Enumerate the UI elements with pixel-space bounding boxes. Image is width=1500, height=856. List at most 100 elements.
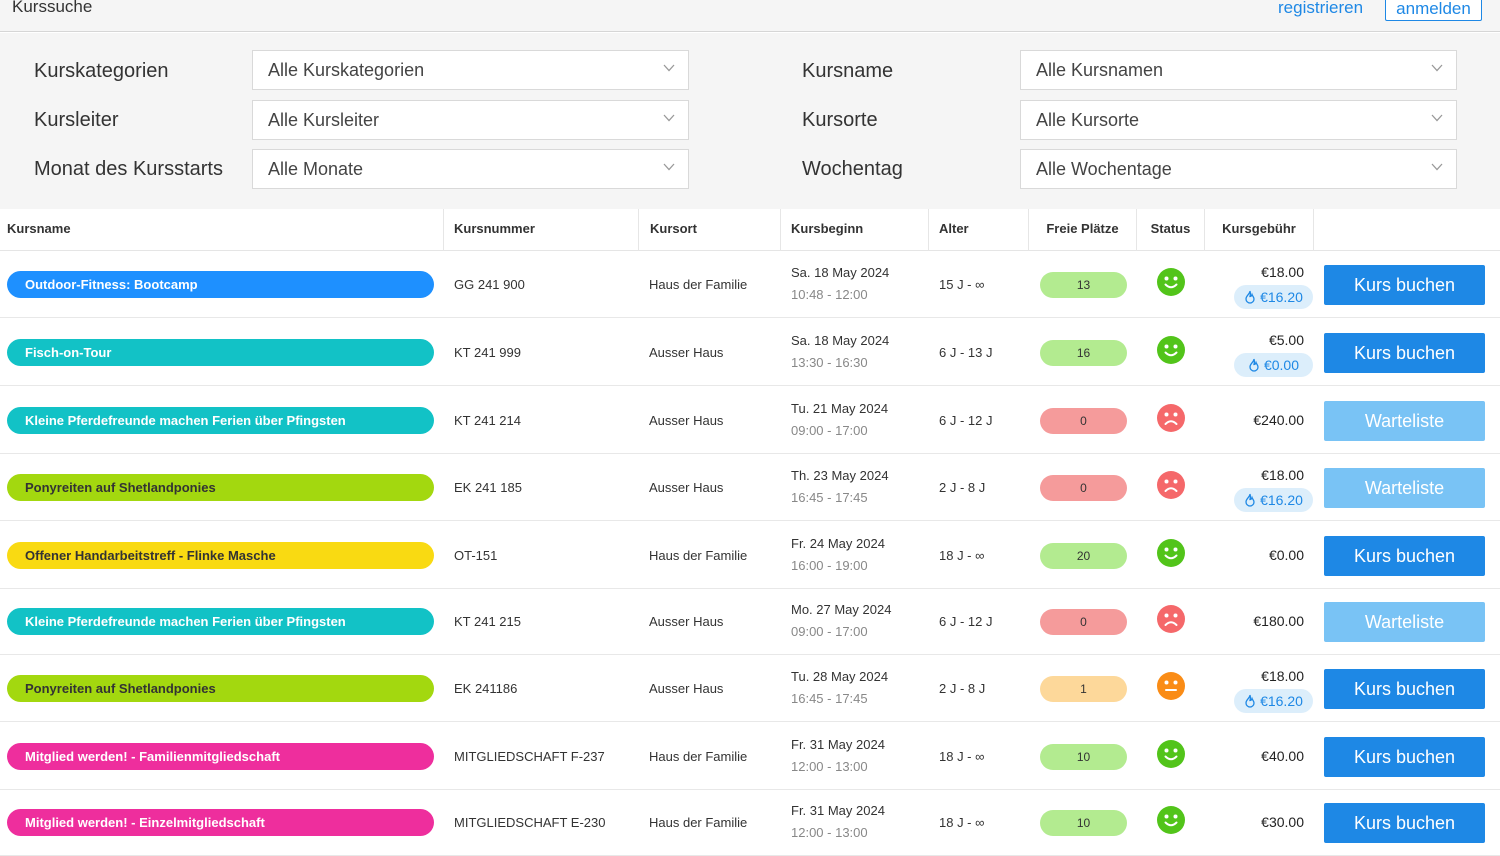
course-location: Ausser Haus — [649, 344, 724, 360]
course-name-pill[interactable]: Ponyreiten auf Shetlandponies — [7, 675, 434, 702]
member-price-badge: €16.20 — [1234, 488, 1313, 512]
free-seats-badge: 20 — [1040, 542, 1127, 569]
chevron-down-icon — [1431, 163, 1443, 171]
category-select-value: Alle Kurskategorien — [268, 60, 425, 80]
happy-smiley-icon — [1157, 267, 1185, 296]
flame-icon — [1248, 357, 1264, 373]
free-seats-badge: 0 — [1040, 608, 1127, 635]
register-link[interactable]: registrieren — [1278, 0, 1364, 17]
filter-label-category: Kurskategorien — [34, 60, 169, 82]
course-name-pill[interactable]: Kleine Pferdefreunde machen Ferien über … — [7, 407, 434, 434]
free-seats-badge: 10 — [1040, 809, 1127, 836]
course-fee: €180.00 — [1253, 613, 1304, 629]
course-name-select[interactable]: Alle Kursnamen — [1020, 50, 1457, 90]
course-time: 13:30 - 16:30 — [791, 354, 868, 370]
column-header-age[interactable]: Alter — [928, 209, 969, 251]
course-location: Ausser Haus — [649, 412, 724, 428]
course-name-pill[interactable]: Kleine Pferdefreunde machen Ferien über … — [7, 608, 434, 635]
chevron-down-icon — [663, 114, 675, 122]
weekday-select-value: Alle Wochentage — [1036, 159, 1172, 179]
book-course-button[interactable]: Kurs buchen — [1324, 736, 1485, 777]
book-course-button[interactable]: Kurs buchen — [1324, 264, 1485, 305]
course-fee: €18.00 — [1261, 467, 1304, 483]
table-row: Ponyreiten auf Shetlandponies EK 241186 Au… — [0, 655, 1500, 722]
book-course-button[interactable]: Kurs buchen — [1324, 802, 1485, 843]
course-fee: €18.00 — [1261, 668, 1304, 684]
weekday-select[interactable]: Alle Wochentage — [1020, 149, 1457, 189]
free-seats-badge: 0 — [1040, 474, 1127, 501]
course-start: Fr. 31 May 2024 12:00 - 13:00 — [791, 737, 885, 774]
member-price: €16.20 — [1260, 693, 1303, 709]
course-name-pill[interactable]: Outdoor-Fitness: Bootcamp — [7, 271, 434, 298]
waitlist-button[interactable]: Warteliste — [1324, 601, 1485, 642]
course-name-pill[interactable]: Offener Handarbeitstreff - Flinke Masche — [7, 542, 434, 569]
member-price: €16.20 — [1260, 289, 1303, 305]
chevron-down-icon — [1431, 64, 1443, 72]
course-name-pill[interactable]: Mitglied werden! - Einzelmitgliedschaft — [7, 809, 434, 836]
instructor-select[interactable]: Alle Kursleiter — [252, 100, 689, 140]
course-age: 18 J - ∞ — [939, 547, 985, 563]
category-select[interactable]: Alle Kurskategorien — [252, 50, 689, 90]
free-seats-badge: 13 — [1040, 271, 1127, 298]
course-time: 10:48 - 12:00 — [791, 286, 868, 302]
course-time: 12:00 - 13:00 — [791, 758, 868, 774]
member-price-badge: €16.20 — [1234, 689, 1313, 713]
course-time: 16:45 - 17:45 — [791, 489, 868, 505]
course-start: Sa. 18 May 2024 13:30 - 16:30 — [791, 333, 889, 370]
column-header-start[interactable]: Kursbeginn — [780, 209, 863, 251]
course-age: 2 J - 8 J — [939, 680, 986, 696]
column-header-course-name[interactable]: Kursname — [7, 221, 71, 236]
table-row: Fisch-on-Tour KT 241 999 Ausser Haus Sa. 18… — [0, 319, 1500, 386]
neutral-smiley-icon — [1157, 671, 1185, 700]
course-location: Ausser Haus — [649, 479, 724, 495]
column-header-fee[interactable]: Kursgebühr — [1204, 209, 1314, 251]
course-date: Fr. 24 May 2024 — [791, 535, 885, 551]
filter-label-location: Kursorte — [802, 109, 878, 131]
member-price-badge: €0.00 — [1234, 353, 1313, 377]
member-price: €16.20 — [1260, 492, 1303, 508]
course-start: Fr. 31 May 2024 12:00 - 13:00 — [791, 803, 885, 840]
course-date: Fr. 31 May 2024 — [791, 802, 885, 818]
course-name-pill[interactable]: Fisch-on-Tour — [7, 339, 434, 366]
free-seats-badge: 10 — [1040, 743, 1127, 770]
filter-label-weekday: Wochentag — [802, 158, 903, 180]
happy-smiley-icon — [1157, 805, 1185, 834]
book-course-button[interactable]: Kurs buchen — [1324, 535, 1485, 576]
sad-smiley-icon — [1157, 470, 1185, 499]
course-location: Ausser Haus — [649, 680, 724, 696]
login-button[interactable]: anmelden — [1385, 0, 1482, 21]
book-course-button[interactable]: Kurs buchen — [1324, 332, 1485, 373]
column-header-course-number[interactable]: Kursnummer — [443, 209, 535, 251]
table-row: Kleine Pferdefreunde machen Ferien über … — [0, 387, 1500, 454]
month-select[interactable]: Alle Monate — [252, 149, 689, 189]
column-header-free-seats[interactable]: Freie Plätze — [1028, 209, 1136, 251]
free-seats-badge: 16 — [1040, 339, 1127, 366]
location-select[interactable]: Alle Kursorte — [1020, 100, 1457, 140]
course-time: 16:00 - 19:00 — [791, 557, 868, 573]
course-time: 09:00 - 17:00 — [791, 422, 868, 438]
course-start: Th. 23 May 2024 16:45 - 17:45 — [791, 468, 889, 505]
column-header-location[interactable]: Kursort — [638, 209, 697, 251]
book-course-button[interactable]: Kurs buchen — [1324, 668, 1485, 709]
course-time: 09:00 - 17:00 — [791, 623, 868, 639]
month-select-value: Alle Monate — [268, 159, 364, 179]
course-name-pill[interactable]: Ponyreiten auf Shetlandponies — [7, 474, 434, 501]
course-time: 16:45 - 17:45 — [791, 690, 868, 706]
waitlist-button[interactable]: Warteliste — [1324, 467, 1485, 508]
course-age: 6 J - 12 J — [939, 613, 993, 629]
course-number: OT-151 — [454, 547, 498, 563]
table-row: Outdoor-Fitness: Bootcamp GG 241 900 Haus … — [0, 251, 1500, 318]
course-date: Tu. 28 May 2024 — [791, 668, 889, 684]
member-price-badge: €16.20 — [1234, 285, 1313, 309]
course-date: Th. 23 May 2024 — [791, 467, 889, 483]
table-row: Offener Handarbeitstreff - Flinke Masche… — [0, 522, 1500, 589]
waitlist-button[interactable]: Warteliste — [1324, 400, 1485, 441]
course-age: 18 J - ∞ — [939, 814, 985, 830]
course-start: Fr. 24 May 2024 16:00 - 19:00 — [791, 536, 885, 573]
course-number: KT 241 215 — [454, 613, 521, 629]
column-header-status[interactable]: Status — [1136, 209, 1204, 251]
course-location: Haus der Familie — [649, 814, 748, 830]
course-number: EK 241186 — [454, 680, 518, 696]
course-name-pill[interactable]: Mitglied werden! - Familienmitgliedschaf… — [7, 743, 434, 770]
location-select-value: Alle Kursorte — [1036, 110, 1140, 130]
